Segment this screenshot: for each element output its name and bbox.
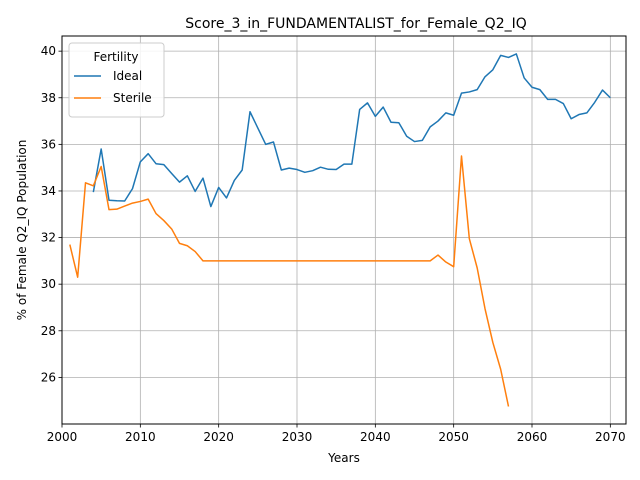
series-lines [69, 53, 611, 407]
y-tick-label: 26 [41, 370, 56, 384]
x-tick-label: 2040 [360, 430, 391, 444]
chart-title: Score_3_in_FUNDAMENTALIST_for_Female_Q2_… [185, 16, 527, 32]
series-line-ideal [92, 53, 611, 208]
x-tick-label: 2030 [282, 430, 313, 444]
y-tick-label: 38 [41, 91, 56, 105]
x-tick-label: 2010 [125, 430, 156, 444]
y-axis-title: % of Female Q2_IQ Population [15, 140, 29, 321]
y-tick-label: 32 [41, 231, 56, 245]
series-line-sterile [69, 155, 510, 407]
x-tick-label: 2020 [203, 430, 234, 444]
x-tick-label: 2070 [595, 430, 626, 444]
axis-ticks: 2000 2010 2020 2030 2040 2050 2060 2070 26 28 30 32… [41, 44, 626, 444]
legend-label-ideal: Ideal [113, 69, 142, 83]
y-tick-label: 34 [41, 184, 56, 198]
x-tick-label: 2050 [438, 430, 469, 444]
plot-frame [61, 35, 627, 425]
legend-label-sterile: Sterile [113, 91, 152, 105]
y-tick-label: 36 [41, 137, 56, 151]
y-tick-label: 30 [41, 277, 56, 291]
x-tick-label: 2000 [47, 430, 78, 444]
y-tick-label: 28 [41, 324, 56, 338]
grid-lines [61, 36, 626, 424]
x-tick-label: 2060 [517, 430, 548, 444]
legend-title: Fertility [93, 50, 138, 64]
y-tick-label: 40 [41, 44, 56, 58]
x-axis-title: Years [327, 451, 360, 465]
legend: Fertility Ideal Sterile [68, 42, 165, 118]
